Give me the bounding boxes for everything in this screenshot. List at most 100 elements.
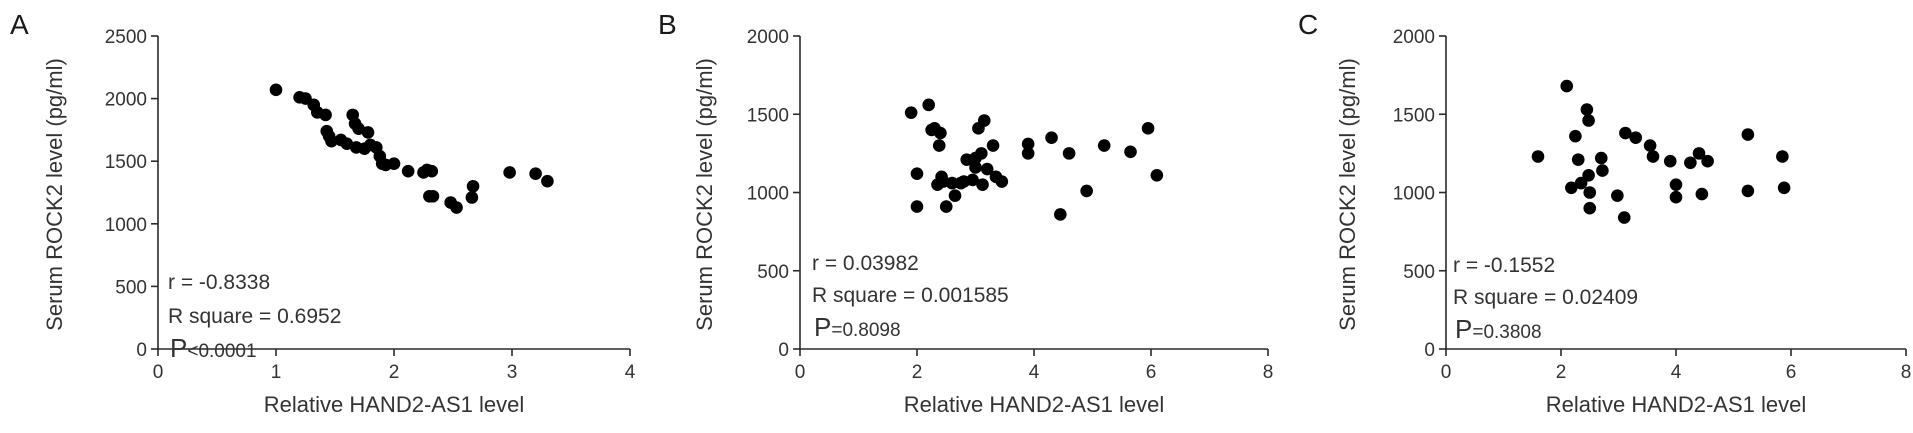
data-point (1692, 147, 1706, 160)
data-point (1663, 154, 1677, 168)
data-point (425, 164, 439, 178)
data-point (1124, 145, 1137, 159)
data-point (1062, 147, 1076, 160)
x-tick-label: 2 (389, 362, 400, 383)
x-axis-title: Relative HAND2-AS1 level (904, 392, 1164, 417)
data-point (1669, 178, 1683, 191)
y-tick-label: 1500 (747, 105, 789, 126)
stat-p-symbol: P (814, 312, 831, 342)
data-point (977, 114, 991, 127)
data-point (361, 126, 375, 139)
data-point (1582, 114, 1595, 127)
data-point (503, 166, 516, 179)
chart-panel-a: A 0 500 1000 1500 2000 2500 0 1 2 3 4 Relative HAND2… (10, 9, 636, 417)
x-tick-label: 6 (1786, 362, 1797, 383)
stat-p: P<0.0001 (170, 333, 257, 363)
x-axis-title: Relative HAND2-AS1 level (264, 392, 524, 417)
x-tick-label: 8 (1901, 362, 1912, 383)
data-point (939, 200, 953, 213)
data-point (1021, 137, 1035, 151)
data-point (269, 83, 283, 97)
x-tick-label: 3 (507, 362, 518, 383)
data-point (426, 189, 440, 203)
stat-r-square: R square = 0.02409 (1453, 286, 1638, 309)
stat-p: P=0.8098 (814, 312, 901, 342)
data-point (1582, 168, 1595, 182)
stat-p-value: =0.8098 (831, 320, 900, 341)
panel-letter: C (1298, 9, 1318, 40)
data-point (1080, 184, 1093, 198)
data-point (976, 178, 989, 191)
chart-panel-b: B 0 500 1000 1500 2000 0 2 4 6 8 Relative HAND2-AS1… (658, 9, 1273, 417)
data-point (1045, 131, 1058, 145)
stat-p-symbol: P (170, 333, 187, 363)
data-point (910, 200, 924, 213)
y-tick-label: 2000 (747, 27, 789, 48)
data-point (922, 98, 935, 112)
x-tick-label: 2 (912, 362, 923, 383)
data-point (319, 108, 332, 122)
panel-letter: B (658, 9, 677, 40)
y-tick-label: 2000 (1393, 27, 1435, 48)
data-point (1776, 150, 1789, 163)
data-point (1580, 103, 1594, 116)
stat-r: r = -0.8338 (168, 271, 270, 294)
x-tick-label: 1 (271, 362, 282, 383)
y-axis-title: Serum ROCK2 level (pg/ml) (1335, 58, 1360, 331)
data-point (934, 126, 947, 140)
panel-letter: A (10, 9, 29, 40)
data-point (948, 189, 962, 202)
data-point (541, 174, 554, 188)
y-tick-label: 0 (136, 340, 147, 361)
data-point (1629, 131, 1643, 145)
stat-r: r = -0.1552 (1453, 254, 1555, 277)
data-point (340, 137, 354, 150)
x-tick-label: 0 (153, 362, 164, 383)
data-point (1574, 176, 1588, 190)
data-point (1669, 190, 1683, 204)
data-point (1021, 147, 1035, 160)
stat-r-square: R square = 0.6952 (168, 305, 341, 328)
data-point (980, 162, 994, 176)
stat-p-value: <0.0001 (187, 341, 256, 362)
y-tick-label: 1500 (1393, 105, 1435, 126)
data-point (1646, 150, 1660, 163)
data-point (466, 179, 480, 193)
data-point (975, 147, 988, 160)
data-point (1571, 153, 1585, 166)
data-point (986, 139, 1000, 152)
data-point (1643, 139, 1657, 152)
data-point (1741, 184, 1755, 198)
data-point (1531, 150, 1545, 163)
data-point (1777, 181, 1791, 195)
x-tick-label: 0 (795, 362, 806, 383)
data-point (529, 167, 542, 181)
data-point (401, 164, 415, 178)
data-point (1565, 181, 1578, 195)
data-point (1695, 187, 1709, 201)
y-axis-title: Serum ROCK2 level (pg/ml) (692, 58, 717, 331)
data-point (352, 122, 365, 135)
y-tick-label: 1000 (1393, 184, 1435, 205)
data-point (1141, 122, 1155, 135)
data-point (995, 175, 1009, 188)
data-point (450, 201, 463, 214)
data-point (1583, 186, 1597, 199)
y-tick-label: 500 (1403, 262, 1435, 283)
data-point (1583, 201, 1597, 215)
data-point (910, 167, 924, 181)
data-point (1596, 164, 1609, 177)
data-point (1150, 168, 1164, 182)
x-tick-label: 4 (1029, 362, 1040, 383)
data-point (1611, 189, 1624, 202)
stat-r: r = 0.03982 (812, 252, 919, 275)
x-tick-label: 4 (625, 362, 636, 383)
y-tick-label: 1000 (105, 215, 147, 236)
data-point (932, 139, 946, 152)
data-point (325, 134, 338, 148)
y-tick-label: 1000 (747, 184, 789, 205)
y-tick-label: 0 (1424, 340, 1435, 361)
stat-p-symbol: P (1455, 314, 1472, 344)
